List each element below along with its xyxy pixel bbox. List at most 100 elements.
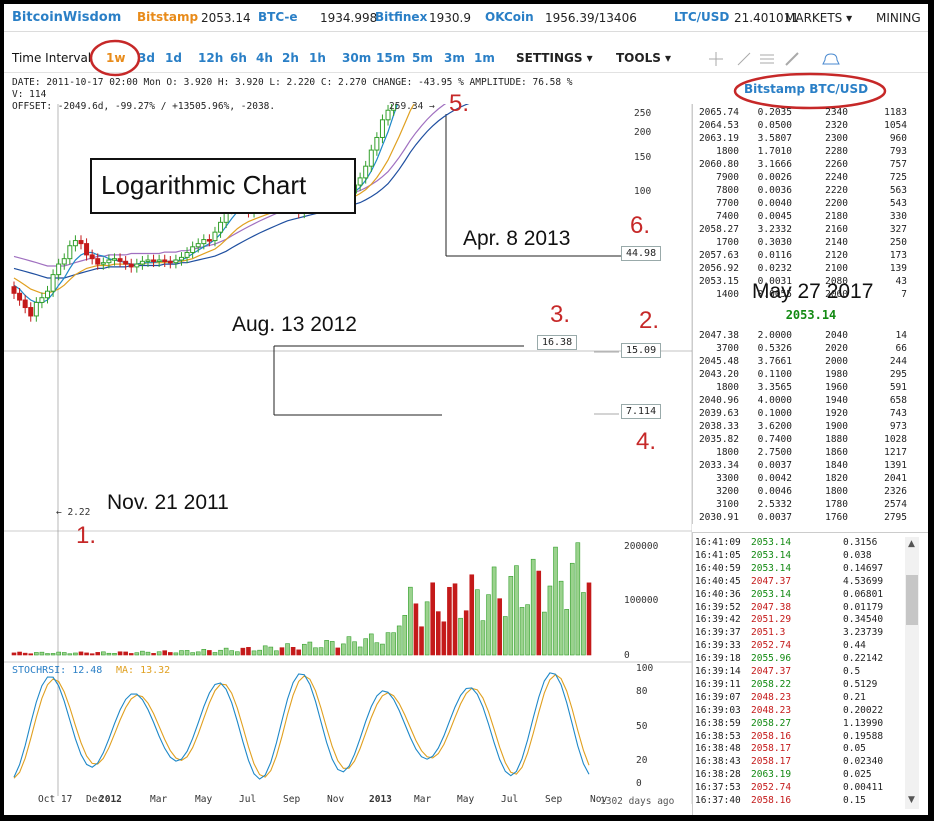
volume-bar — [435, 611, 441, 656]
interval-1m[interactable]: 1m — [474, 51, 495, 65]
trades-list[interactable]: 16:41:09 2053.14 0.3156 16:41:05 2053.14 0.03… — [692, 532, 928, 815]
exchange-name-1[interactable]: BTC-e — [258, 10, 298, 24]
book-cell: 244 — [889, 356, 907, 367]
volume-bar — [497, 598, 502, 656]
scroll-up-icon[interactable]: ▲ — [908, 539, 915, 549]
exchange-price-1: 1934.998 — [320, 11, 378, 25]
book-cell: 0.0116 — [757, 250, 792, 261]
scroll-down-icon[interactable]: ▼ — [908, 795, 915, 805]
trade-amount: 0.05 — [843, 743, 866, 755]
interval-3d[interactable]: 3d — [138, 51, 155, 65]
interval-6h[interactable]: 6h — [230, 51, 247, 65]
trade-amount: 0.34540 — [843, 614, 884, 626]
volume-bar — [134, 652, 140, 656]
volume-bar — [28, 653, 34, 656]
crosshair-icon[interactable] — [709, 52, 723, 66]
book-cell: 3.1666 — [757, 159, 792, 170]
scroll-thumb[interactable] — [906, 575, 918, 625]
exchange-name-3[interactable]: OKCoin — [485, 10, 534, 24]
book-cell: 1391 — [884, 460, 907, 471]
volume-tick: 0 — [624, 650, 630, 661]
interval-1w[interactable]: 1w — [106, 51, 126, 65]
interval-2h[interactable]: 2h — [282, 51, 299, 65]
trendline-icon[interactable] — [737, 52, 751, 66]
volume-bar — [335, 647, 341, 656]
trade-time: 16:38:48 — [695, 743, 741, 755]
volume-bar — [586, 582, 592, 656]
pencil-icon[interactable] — [785, 52, 799, 66]
book-cell: 2300 — [825, 133, 848, 144]
volume-bar — [530, 558, 536, 656]
book-cell: 2040 — [825, 330, 848, 341]
markets-menu[interactable]: MARKETS ▾ — [785, 11, 853, 25]
book-cell: 1860 — [825, 447, 848, 458]
last-price: 2053.14 — [785, 308, 837, 322]
info-line-2: V: 114 — [12, 89, 47, 100]
interval-30m[interactable]: 30m — [342, 51, 372, 65]
trade-price: 2058.16 — [751, 730, 792, 742]
book-cell: 2065.74 — [698, 107, 739, 118]
brand-logo[interactable]: BitcoinWisdom — [12, 10, 122, 25]
volume-bar — [218, 649, 223, 656]
book-cell: 1880 — [825, 434, 848, 445]
book-cell: 591 — [889, 382, 907, 393]
exchange-name-4[interactable]: LTC/USD — [674, 10, 730, 24]
exchange-name-2[interactable]: Bitfinex — [375, 10, 428, 24]
trade-amount: 0.5129 — [843, 678, 878, 690]
volume-bar — [223, 647, 229, 656]
ma-label: MA: 13.32 — [116, 665, 171, 676]
exchange-name-0[interactable]: Bitstamp — [137, 10, 199, 24]
book-cell: 330 — [889, 211, 907, 222]
book-cell: 3700 — [716, 343, 739, 354]
tools-menu[interactable]: TOOLS ▾ — [616, 51, 672, 65]
date-apr-2013: Apr. 8 2013 — [463, 227, 571, 250]
book-cell: 0.7400 — [757, 434, 792, 445]
volume-bar — [73, 652, 78, 656]
x-tick: Nov — [327, 794, 344, 804]
interval-3m[interactable]: 3m — [444, 51, 465, 65]
volume-bar — [201, 648, 207, 656]
interval-1d[interactable]: 1d — [165, 51, 182, 65]
trade-time: 16:40:45 — [695, 575, 741, 587]
interval-5m[interactable]: 5m — [412, 51, 433, 65]
volume-bar — [78, 651, 84, 656]
volume-tick: 200000 — [624, 541, 659, 552]
interval-15m[interactable]: 15m — [376, 51, 406, 65]
book-cell: 2.7500 — [757, 447, 792, 458]
volume-bar — [547, 585, 553, 656]
book-cell: 173 — [889, 250, 907, 261]
book-cell: 0.3030 — [757, 237, 792, 248]
trade-amount: 0.06801 — [843, 588, 884, 600]
settings-menu[interactable]: SETTINGS ▾ — [516, 51, 593, 65]
pair-title: Bitstamp BTC/USD — [744, 82, 869, 96]
volume-bar — [525, 604, 530, 656]
hlines-icon[interactable] — [760, 54, 774, 64]
interval-12h[interactable]: 12h — [198, 51, 224, 65]
candle — [162, 254, 168, 268]
volume-bar — [363, 638, 368, 656]
volume-bar — [452, 583, 458, 656]
book-cell: 2064.53 — [698, 120, 739, 131]
x-tick: 2013 — [369, 794, 392, 804]
volume-bar — [190, 652, 195, 656]
trade-price: 2063.19 — [751, 769, 792, 781]
trade-price: 2047.37 — [751, 666, 792, 677]
scrollbar[interactable]: ▲ ▼ — [905, 537, 919, 809]
x-tick: May — [457, 794, 474, 804]
volume-bar — [385, 632, 391, 656]
interval-4h[interactable]: 4h — [256, 51, 273, 65]
book-cell: 1054 — [884, 120, 907, 131]
mining-menu[interactable]: MINING — [876, 11, 921, 25]
book-cell: 1920 — [825, 408, 848, 419]
bell-icon[interactable] — [822, 53, 840, 65]
candle — [178, 252, 184, 266]
volume-bar — [329, 641, 335, 656]
trade-time: 16:39:18 — [695, 653, 741, 665]
book-cell: 66 — [895, 343, 907, 354]
interval-1h[interactable]: 1h — [309, 51, 326, 65]
book-cell: 1400 — [716, 289, 739, 300]
trade-time: 16:39:42 — [695, 614, 741, 626]
volume-bar — [123, 651, 128, 656]
y-tick: 150 — [634, 152, 652, 163]
book-cell: 139 — [889, 263, 907, 274]
